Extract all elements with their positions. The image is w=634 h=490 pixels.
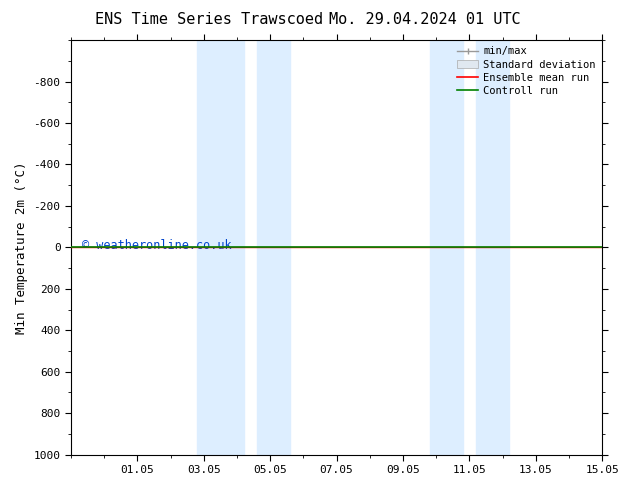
Text: ENS Time Series Trawscoed: ENS Time Series Trawscoed bbox=[95, 12, 323, 27]
Bar bbox=[197, 40, 243, 455]
Legend: min/max, Standard deviation, Ensemble mean run, Controll run: min/max, Standard deviation, Ensemble me… bbox=[453, 42, 600, 100]
Text: Mo. 29.04.2024 01 UTC: Mo. 29.04.2024 01 UTC bbox=[329, 12, 521, 27]
Text: © weatheronline.co.uk: © weatheronline.co.uk bbox=[82, 239, 231, 252]
Bar bbox=[476, 40, 509, 455]
Y-axis label: Min Temperature 2m (°C): Min Temperature 2m (°C) bbox=[15, 161, 28, 334]
Bar bbox=[257, 40, 290, 455]
Bar bbox=[429, 40, 463, 455]
